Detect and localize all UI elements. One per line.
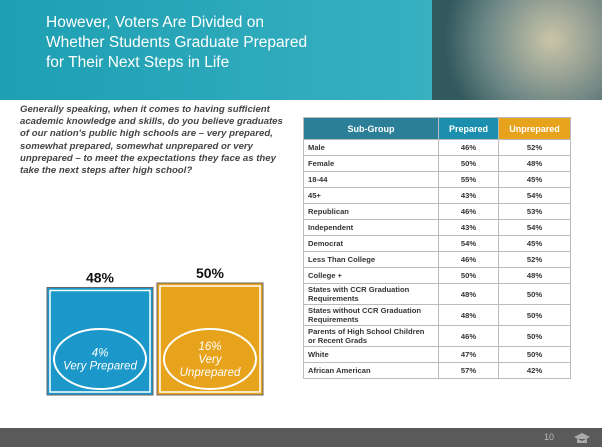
table-cell: 46%: [438, 203, 499, 220]
oval-label: Unprepared: [180, 367, 241, 379]
table-cell: 57%: [438, 362, 499, 379]
row-label: African American: [303, 362, 439, 379]
table-row: Female 50% 48%: [303, 155, 571, 172]
table-cell: 54%: [498, 219, 571, 236]
table-row: States without CCR Graduation Requiremen…: [303, 304, 571, 326]
footer: 10: [0, 428, 602, 447]
row-label: States without CCR Graduation Requiremen…: [303, 304, 439, 326]
title-line: However, Voters Are Divided on: [46, 14, 264, 31]
table-cell: 50%: [498, 304, 571, 326]
table-row: 18-44 55% 45%: [303, 171, 571, 188]
column-header: Unprepared: [498, 117, 571, 140]
table-row: African American 57% 42%: [303, 362, 571, 379]
value-label: 50%: [196, 265, 225, 281]
row-label: Less Than College: [303, 251, 439, 268]
oval-label: 4%: [92, 348, 109, 360]
value-label: 48%: [86, 269, 115, 285]
column-header: Sub-Group: [303, 117, 439, 140]
row-label: Parents of High School Children or Recen…: [303, 325, 439, 347]
table-cell: 46%: [438, 139, 499, 156]
question: Generally speaking, when it comes to hav…: [20, 104, 283, 177]
header-row: Sub-Group Prepared Unprepared: [303, 117, 571, 140]
table-cell: 53%: [498, 203, 571, 220]
table-cell: 48%: [438, 304, 499, 326]
row-label: Male: [303, 139, 439, 156]
column-header: Prepared: [438, 117, 499, 140]
table-cell: 46%: [438, 325, 499, 347]
table-row: Democrat 54% 45%: [303, 235, 571, 252]
table-cell: 45%: [498, 171, 571, 188]
table-cell: 50%: [438, 155, 499, 172]
oval: [53, 328, 147, 390]
table-cell: 54%: [498, 187, 571, 204]
table: Sub-Group Prepared Unprepared Male 46% 52% Fem…: [303, 117, 571, 379]
oval-label: Very Prepared: [63, 361, 137, 373]
table-row: Less Than College 46% 52%: [303, 251, 571, 268]
header-photo: [432, 0, 602, 100]
table-row: Republican 46% 53%: [303, 203, 571, 220]
table-row: Parents of High School Children or Recen…: [303, 325, 571, 347]
table-cell: 50%: [438, 267, 499, 284]
bar-inner-border: [49, 289, 151, 393]
row-label: Independent: [303, 219, 439, 236]
table-row: 45+ 43% 54%: [303, 187, 571, 204]
row-label: Republican: [303, 203, 439, 220]
table-cell: 52%: [498, 251, 571, 268]
table-cell: 52%: [498, 139, 571, 156]
table-cell: 50%: [498, 346, 571, 363]
header-band: [0, 0, 602, 100]
table-cell: 48%: [498, 155, 571, 172]
title-line: Whether Students Graduate Prepared: [46, 34, 308, 51]
table-row: States with CCR Graduation Requirements 4…: [303, 283, 571, 305]
table-cell: 45%: [498, 235, 571, 252]
row-label: White: [303, 346, 439, 363]
table-cell: 48%: [498, 267, 571, 284]
row-label: Democrat: [303, 235, 439, 252]
table-cell: 47%: [438, 346, 499, 363]
table-cell: 54%: [438, 235, 499, 252]
row-label: Female: [303, 155, 439, 172]
row-label: 18-44: [303, 171, 439, 188]
oval: [163, 328, 257, 390]
row-label: College +: [303, 267, 439, 284]
table-cell: 48%: [438, 283, 499, 305]
bar-inner-border: [159, 285, 261, 393]
row-label: 45+: [303, 187, 439, 204]
row-label: States with CCR Graduation Requirements: [303, 283, 439, 305]
table-row: White 47% 50%: [303, 346, 571, 363]
table-cell: 50%: [498, 283, 571, 305]
table-cell: 43%: [438, 219, 499, 236]
footer-icon: [574, 433, 590, 443]
table-cell: 43%: [438, 187, 499, 204]
table-cell: 55%: [438, 171, 499, 188]
oval-label: 16%: [198, 341, 221, 353]
table-row: Independent 43% 54%: [303, 219, 571, 236]
table-cell: 46%: [438, 251, 499, 268]
title-line: for Their Next Steps in Life: [46, 54, 230, 71]
table-cell: 50%: [498, 325, 571, 347]
oval-label: Very: [198, 354, 222, 366]
page-number: 10: [543, 432, 554, 442]
table-row: College +50% 48%: [303, 267, 571, 284]
table-row: Male 46% 52%: [303, 139, 571, 156]
title: However, Voters Are Divided on Whether St…: [46, 13, 307, 73]
table-cell: 42%: [498, 362, 571, 379]
